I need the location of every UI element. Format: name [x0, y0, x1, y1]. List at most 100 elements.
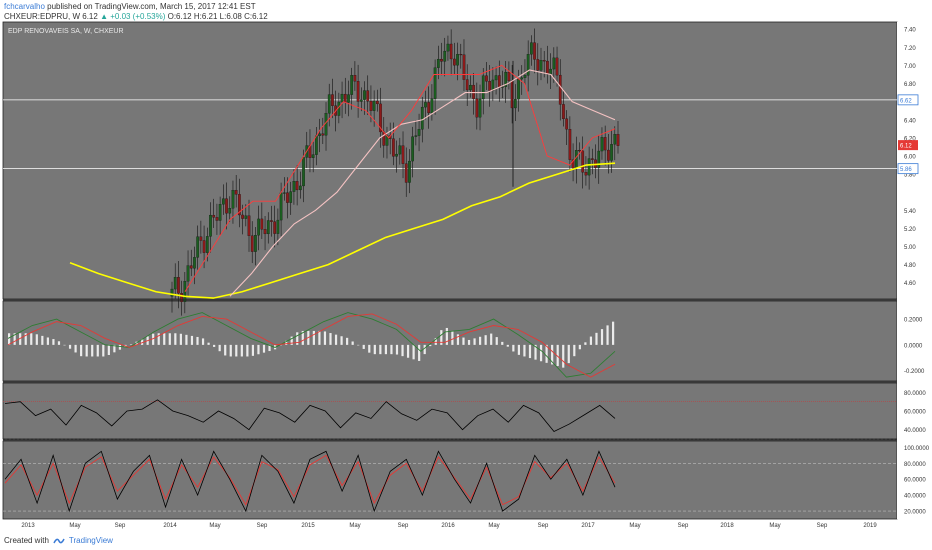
- candle-body: [276, 219, 280, 234]
- symbol-line: CHXEUR:EDPRU, W 6.12 ▲ +0.03 (+0.53%) O:…: [4, 12, 268, 21]
- candle-body: [485, 75, 488, 82]
- x-tick-label: Sep: [115, 523, 126, 529]
- candle-body: [417, 129, 421, 136]
- candle-body: [449, 43, 453, 60]
- rsi-tick-label: 80.0000: [904, 391, 926, 397]
- rsi-tick-label: 40.0000: [904, 428, 926, 434]
- candle-body: [177, 277, 180, 294]
- candle-body: [244, 215, 248, 219]
- macd-histogram-bar: [174, 333, 177, 345]
- macd-histogram-bar: [91, 344, 94, 357]
- stoch-tick-label: 80.0000: [904, 462, 926, 468]
- candle-body: [517, 78, 520, 100]
- stoch-pane-bg: [2, 440, 898, 520]
- candle-body: [552, 57, 556, 70]
- last-price-badge: [898, 140, 918, 151]
- price-tick-label: 6.20: [904, 136, 916, 142]
- candle-body: [590, 158, 594, 160]
- tradingview-brand[interactable]: TradingView: [68, 536, 113, 545]
- stoch-tick-label: 40.0000: [904, 494, 926, 500]
- candle-body: [270, 220, 273, 222]
- candle-body: [218, 204, 222, 221]
- stoch-tick-label: 20.0000: [904, 510, 926, 516]
- candle-body: [613, 134, 617, 145]
- candle-body: [587, 158, 591, 176]
- chart-canvas[interactable]: 2013 May Sep 2014 May Sep 2015 May Sep 2016 May Sep…: [0, 0, 932, 532]
- macd-histogram-bar: [456, 334, 460, 345]
- footer: Created with TradingView: [4, 536, 113, 545]
- macd-histogram-bar: [445, 327, 448, 345]
- chart-title: EDP RENOVAVEIS SA, W, CHXEUR: [8, 28, 124, 35]
- macd-histogram-bar: [340, 336, 343, 345]
- x-tick-label: Sep: [257, 523, 268, 529]
- macd-histogram-bar: [412, 344, 415, 360]
- candle-body: [212, 214, 216, 218]
- candle-body: [581, 150, 585, 173]
- candle-body: [462, 54, 466, 80]
- candle-body: [607, 149, 610, 161]
- macd-histogram-bar: [185, 334, 188, 345]
- rsi-pane-bg: [2, 382, 898, 440]
- candle-body: [241, 214, 244, 219]
- up-arrow-icon: ▲: [100, 12, 108, 21]
- price-tick-label: 7.20: [904, 46, 916, 52]
- x-tick-label: Sep: [817, 523, 828, 529]
- candle-body: [526, 54, 530, 76]
- candle-body: [549, 68, 552, 75]
- macd-histogram-bar: [539, 344, 543, 362]
- macd-histogram-bar: [168, 333, 171, 345]
- candle-body: [247, 215, 251, 236]
- candle-body: [504, 71, 508, 87]
- macd-histogram-bar: [440, 330, 443, 345]
- candle-body: [266, 220, 270, 235]
- macd-histogram-bar: [329, 333, 332, 345]
- author-link[interactable]: fchcarvalho: [4, 2, 45, 11]
- candle-body: [263, 229, 267, 235]
- candle-body: [225, 198, 228, 214]
- candle-body: [478, 98, 482, 118]
- candle-body: [469, 84, 472, 91]
- macd-histogram-bar: [467, 339, 471, 345]
- stoch-tick-label: 100.0000: [904, 446, 930, 452]
- candle-body: [234, 190, 238, 195]
- macd-histogram-bar: [362, 344, 365, 349]
- candle-body: [433, 67, 437, 99]
- candle-body: [321, 133, 325, 136]
- candle-body: [331, 94, 334, 106]
- x-tick-label: Sep: [678, 523, 689, 529]
- macd-histogram-bar: [8, 333, 11, 345]
- candle-body: [353, 75, 357, 82]
- price-tick-label: 6.40: [904, 118, 916, 124]
- ma-fast-line: [184, 64, 616, 292]
- candle-body: [542, 60, 546, 62]
- macd-histogram-bar: [567, 344, 570, 364]
- macd-histogram-bar: [96, 344, 99, 357]
- price-pane-bg: [2, 21, 898, 300]
- candle-body: [286, 192, 289, 203]
- macd-histogram-bar: [484, 335, 487, 345]
- macd-pane-bg: [2, 300, 898, 382]
- candle-body: [350, 75, 354, 95]
- macd-histogram-bar: [368, 344, 371, 353]
- macd-histogram-bar: [290, 336, 293, 345]
- macd-histogram-bar: [401, 344, 404, 357]
- macd-histogram-bar: [506, 344, 509, 347]
- candle-body: [398, 145, 402, 155]
- candle-body: [475, 98, 479, 118]
- candle-body: [250, 235, 254, 252]
- candle-body: [215, 217, 219, 221]
- macd-histogram-bar: [462, 337, 465, 345]
- macd-histogram-bar: [490, 333, 493, 345]
- x-tick-label: May: [349, 523, 360, 529]
- level-badge: [897, 94, 919, 106]
- x-tick-label: 2016: [441, 523, 455, 529]
- macd-histogram-bar: [517, 344, 520, 355]
- candle-body: [282, 192, 286, 194]
- macd-histogram-bar: [296, 332, 299, 345]
- macd-histogram-bar: [63, 344, 66, 346]
- macd-histogram-bar: [190, 335, 194, 345]
- candle-body: [189, 265, 193, 269]
- candle-body: [260, 218, 264, 230]
- macd-tick-label: 0.2000: [904, 318, 923, 324]
- candle-body: [446, 43, 450, 52]
